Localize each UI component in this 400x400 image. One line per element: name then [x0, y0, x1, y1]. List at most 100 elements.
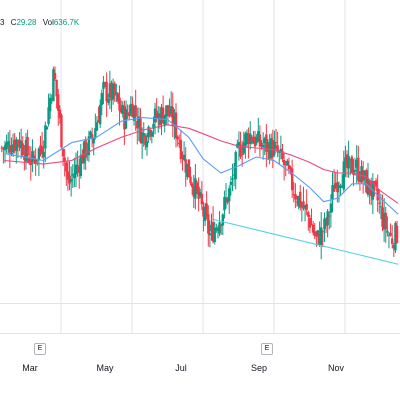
candle-body: [232, 174, 236, 176]
candle-body: [271, 140, 275, 157]
candle-body: [113, 83, 116, 96]
candle-body: [192, 186, 195, 197]
trendline-layer: [213, 219, 399, 265]
candle-body: [269, 138, 273, 159]
candle-body: [255, 137, 258, 144]
candle-body: [231, 178, 234, 180]
candle-body: [87, 136, 91, 156]
candle-body: [344, 157, 347, 163]
candle-body: [374, 180, 378, 187]
candle-body: [8, 145, 12, 153]
candle-body: [145, 141, 149, 148]
candle-body: [390, 238, 394, 244]
candle-body: [353, 169, 357, 172]
candle-body: [287, 165, 291, 170]
candle-body: [387, 234, 391, 236]
x-tick-label: Nov: [327, 363, 345, 373]
candle-body: [292, 194, 295, 196]
candle-body: [171, 107, 174, 127]
candle-body: [40, 146, 44, 155]
candle-body: [178, 142, 181, 145]
candle-body: [26, 136, 29, 156]
candle-body: [55, 79, 58, 97]
candle-body: [373, 181, 376, 183]
candle-body: [81, 154, 84, 164]
candle-body: [297, 196, 300, 206]
candle-body: [207, 214, 210, 234]
candle-body: [339, 186, 342, 188]
candle-body: [0, 147, 3, 149]
candle-body: [160, 107, 163, 124]
candle-body: [308, 218, 312, 228]
candle-body: [174, 112, 178, 138]
candle-body: [23, 155, 26, 161]
candle-body: [187, 159, 191, 178]
candle-body: [16, 140, 20, 144]
candle-body: [65, 162, 68, 172]
time-axis-border: [0, 333, 400, 334]
candle-body: [384, 212, 387, 230]
candle-body: [389, 232, 392, 236]
candle-body: [252, 140, 255, 144]
candle-body: [119, 107, 123, 113]
candle-body: [194, 178, 197, 199]
candle-body: [350, 156, 354, 174]
candle-body: [218, 222, 221, 234]
candle-body: [90, 134, 94, 140]
candle-body: [5, 142, 8, 150]
candle-body: [102, 82, 105, 90]
candle-body: [332, 185, 336, 192]
candle-body: [331, 185, 334, 200]
candle-body: [349, 158, 352, 161]
candle-body: [321, 231, 325, 233]
candle-body: [366, 178, 370, 195]
candle-body: [128, 114, 131, 117]
candle-body: [132, 106, 136, 121]
candle-body: [257, 131, 260, 142]
candle-body: [355, 159, 358, 168]
candle-body: [98, 104, 102, 125]
candle-body: [92, 138, 95, 144]
candle-body: [179, 139, 183, 160]
candle-body: [357, 157, 360, 181]
candle-body: [173, 115, 176, 127]
candle-body: [73, 173, 76, 179]
candle-body: [358, 179, 362, 182]
candle-body: [221, 214, 224, 226]
candle-body: [169, 106, 173, 114]
candle-body: [47, 107, 50, 125]
candle-body: [118, 97, 121, 111]
earnings-event-badge[interactable]: E: [34, 343, 46, 355]
candle-body: [278, 151, 281, 153]
candle-body: [148, 129, 152, 136]
candle-body: [18, 139, 21, 148]
candle-body: [123, 106, 126, 130]
candle-body: [10, 152, 13, 154]
candle-body: [318, 232, 321, 246]
candle-body: [215, 227, 218, 231]
candle-body: [124, 109, 128, 129]
candle-body: [168, 110, 171, 117]
candle-body: [303, 205, 307, 208]
candle-body: [166, 105, 170, 113]
candle-body: [116, 93, 120, 102]
candle-body: [161, 107, 165, 124]
earnings-event-badge[interactable]: E: [261, 343, 273, 355]
candle-body: [313, 231, 316, 237]
candle-body: [84, 140, 87, 159]
candle-body: [282, 160, 286, 166]
candle-body: [94, 128, 97, 138]
candle-body: [247, 134, 250, 145]
candle-body: [289, 167, 292, 170]
candle-body: [239, 144, 242, 157]
candle-body: [197, 186, 200, 199]
candle-body: [228, 188, 231, 202]
candle-body: [328, 215, 331, 217]
x-tick-label: Jul: [175, 363, 187, 373]
candle-body: [266, 142, 270, 148]
candle-body: [147, 126, 150, 138]
candle-body: [237, 142, 241, 146]
legend-close-label: C: [10, 18, 17, 27]
